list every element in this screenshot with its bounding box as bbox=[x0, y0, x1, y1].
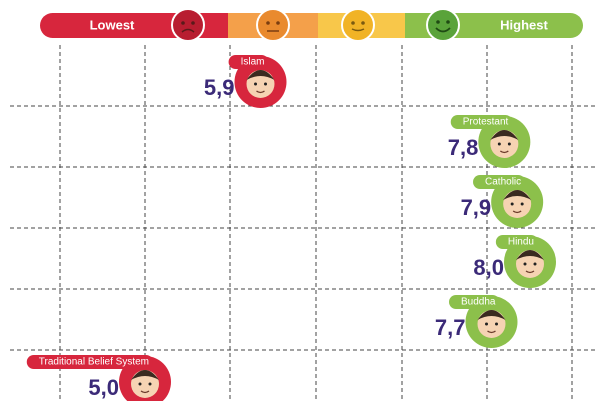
category-label: Buddha bbox=[461, 297, 496, 308]
avatar-eye bbox=[485, 323, 488, 326]
scale-high-label: Highest bbox=[500, 17, 548, 32]
category-label: Catholic bbox=[485, 177, 521, 188]
avatar-eye bbox=[521, 203, 524, 206]
category-label: Hindu bbox=[508, 237, 534, 248]
avatar-eye bbox=[534, 263, 537, 266]
scale-low-label: Lowest bbox=[90, 17, 135, 32]
avatar-eye bbox=[508, 143, 511, 146]
value-label: 7,8 bbox=[448, 135, 479, 160]
value-label: 5,0 bbox=[88, 375, 119, 400]
scale-bar: Lowest Highest bbox=[40, 9, 583, 41]
value-label: 7,9 bbox=[461, 195, 492, 220]
avatar-eye bbox=[524, 263, 527, 266]
chart: Lowest Highest Islam 5,9 Protestant 7,8 Cath… bbox=[0, 0, 597, 401]
avatar-eye bbox=[139, 383, 142, 386]
avatar-eye bbox=[498, 143, 501, 146]
avatar-eye bbox=[149, 383, 152, 386]
category-label: Protestant bbox=[463, 117, 509, 128]
category-label: Traditional Belief System bbox=[39, 357, 149, 368]
value-label: 5,9 bbox=[204, 75, 235, 100]
avatar-eye bbox=[254, 83, 257, 86]
value-label: 7,7 bbox=[435, 315, 466, 340]
avatar-eye bbox=[264, 83, 267, 86]
category-label: Islam bbox=[241, 57, 265, 68]
avatar-eye bbox=[495, 323, 498, 326]
avatar-eye bbox=[511, 203, 514, 206]
value-label: 8,0 bbox=[473, 255, 504, 280]
